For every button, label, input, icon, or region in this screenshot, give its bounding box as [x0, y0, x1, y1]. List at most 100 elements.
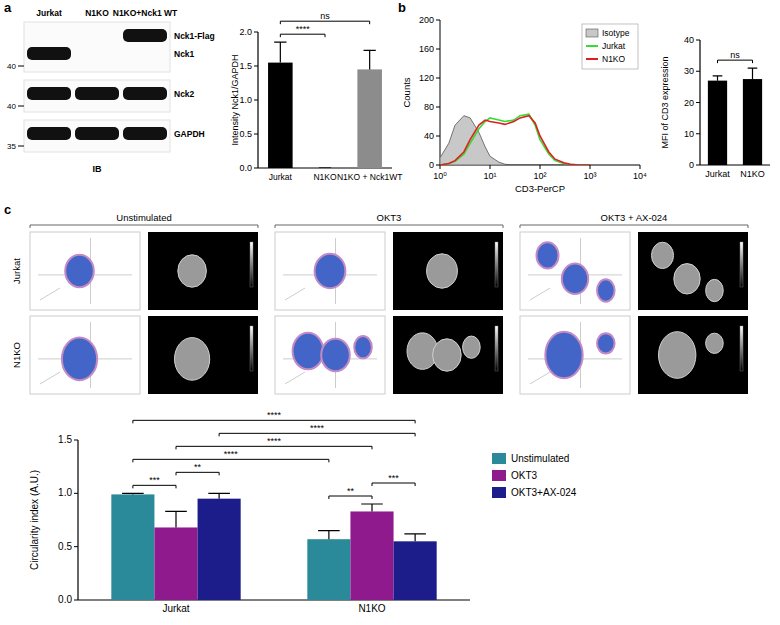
y-tick-label: 1.5 — [58, 434, 72, 445]
significance-bracket — [133, 485, 176, 488]
significance-bracket — [176, 472, 219, 475]
significance-label: ** — [347, 486, 355, 496]
legend: IsotypeJurkatN1KO — [582, 24, 638, 69]
intensity-scale — [740, 242, 743, 287]
band — [75, 87, 119, 100]
confocal-image — [393, 232, 503, 310]
series — [440, 114, 590, 165]
cell-render — [62, 338, 97, 381]
y-tick-label: 0.5 — [239, 129, 252, 139]
y-axis-label: Counts — [401, 77, 412, 107]
x-tick-label: 10² — [533, 171, 546, 181]
mw-marker: 40 — [7, 102, 16, 111]
cell-image — [175, 338, 210, 381]
legend-swatch — [492, 470, 506, 481]
y-axis-label: MFI of CD3 expression — [660, 56, 670, 148]
y-tick — [436, 165, 440, 166]
significance-label: **** — [267, 410, 282, 420]
column-bracket — [30, 225, 258, 228]
y-tick-label: 0.5 — [58, 541, 72, 552]
cell-image — [706, 279, 724, 301]
bar — [307, 539, 350, 600]
significance-label: **** — [267, 436, 282, 446]
panel-label: b — [398, 0, 406, 15]
error-bar — [122, 493, 144, 494]
marker-tick — [18, 106, 24, 107]
x-tick-label: Jurkat — [705, 169, 730, 179]
legend-box — [582, 24, 638, 69]
significance-bracket — [280, 21, 369, 24]
row-label: Jurkat — [11, 258, 22, 284]
error-bar — [713, 76, 723, 81]
legend-label: OKT3 — [511, 470, 538, 481]
cell-render — [315, 254, 346, 288]
y-tick — [254, 32, 258, 33]
cell-render — [597, 333, 615, 353]
bars — [268, 42, 382, 168]
error-bar — [361, 504, 383, 511]
x-tick-label: 10¹ — [483, 171, 496, 181]
x-tick-label: N1KO — [313, 172, 337, 182]
y-tick-label: 120 — [419, 73, 434, 83]
x-tick — [540, 165, 541, 169]
marker-tick — [18, 146, 24, 147]
x-axis-label: CD3-PerCP — [515, 183, 565, 194]
figure: abcJurkatN1KON1KO+Nck1 WT40Nck1-FlagNck1… — [0, 0, 780, 625]
error-bar — [319, 167, 331, 168]
x-tick — [590, 165, 591, 169]
band — [27, 47, 71, 60]
cell-image — [433, 339, 462, 371]
cell-render — [354, 336, 372, 358]
bar — [111, 494, 154, 600]
y-tick — [696, 71, 700, 72]
x-tick-label: N1KO — [740, 169, 765, 179]
error-bar — [318, 531, 340, 540]
x-tick — [490, 165, 491, 169]
y-tick — [696, 102, 700, 103]
blot-strip — [24, 120, 170, 152]
bar — [743, 79, 762, 165]
cell-render — [537, 242, 559, 268]
cell-image — [659, 332, 696, 379]
legend-swatch — [586, 29, 598, 37]
cell-image — [706, 333, 724, 353]
render-axes — [38, 322, 132, 388]
band-label: Nck1-Flag — [174, 31, 215, 41]
significance-bracket — [219, 433, 415, 436]
bar — [313, 168, 338, 169]
band-label: GAPDH — [174, 129, 205, 139]
cell-image — [178, 255, 207, 287]
x-tick-label: 10⁴ — [633, 171, 647, 181]
y-tick-label: 160 — [419, 44, 434, 54]
y-tick-label: 0.0 — [58, 594, 72, 605]
legend: UnstimulatedOKT3OKT3+AX-024 — [492, 453, 577, 498]
render-axes — [528, 322, 622, 388]
y-tick-label: 20 — [684, 98, 694, 108]
intensity-scale — [250, 242, 253, 287]
column-header: OKT3 + AX-024 — [601, 212, 668, 223]
y-tick-label: 1.0 — [239, 95, 252, 105]
x-tick-label: N1KO + Nck1WT — [337, 172, 402, 182]
legend-swatch — [492, 453, 506, 464]
x-tick-label: N1KO — [358, 603, 385, 614]
marker-tick — [18, 66, 24, 67]
error-bar — [165, 511, 187, 527]
y-tick-label: 30 — [684, 66, 694, 76]
y-tick — [254, 168, 258, 169]
x-tick-label: 10³ — [583, 171, 596, 181]
render-axes — [528, 238, 622, 304]
cell-render — [321, 339, 350, 371]
panel-label: a — [4, 0, 12, 15]
y-tick-label: 0 — [429, 160, 434, 170]
bars — [708, 68, 762, 165]
band-label: Nck2 — [174, 89, 195, 99]
lane-label: Jurkat — [36, 8, 62, 18]
cell-render — [293, 333, 324, 370]
y-tick-label: 200 — [419, 15, 434, 25]
intensity-scale — [495, 326, 498, 371]
band — [27, 127, 71, 140]
blot-strip — [24, 22, 170, 72]
significance-bracket — [133, 420, 415, 423]
cell-render — [545, 332, 582, 379]
intensity-scale — [495, 242, 498, 287]
